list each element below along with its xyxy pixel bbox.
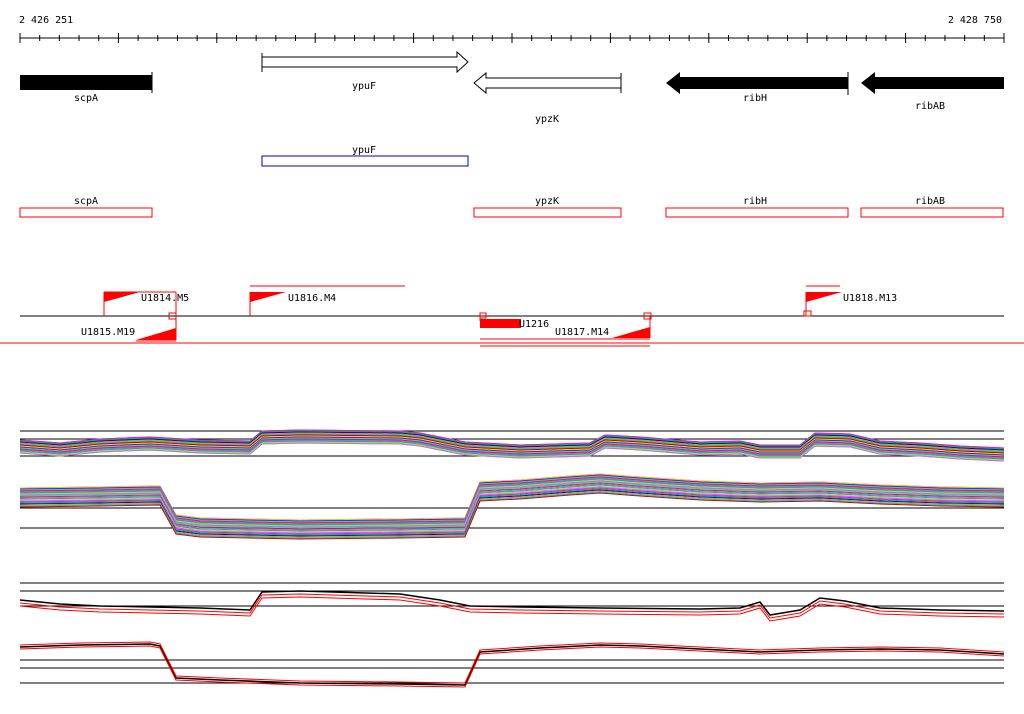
red-ribAB-box[interactable]: [860, 207, 1004, 218]
gene-track: scpA ypuF ypzK ribH ribAB: [20, 50, 1004, 125]
reverse-summary-signals: [19, 641, 1005, 688]
feature-u1818-label: U1818.M13: [843, 293, 897, 304]
expression-profile-line: [19, 596, 1005, 622]
feature-u1216-label: U1216: [519, 319, 549, 330]
feature-track: U1814.M5 U1816.M4 U1818.M13 U1815.M19: [0, 285, 1024, 347]
gene-ypzK-label: ypzK: [535, 114, 559, 125]
expression-profile-line: [19, 492, 1005, 540]
expression-profile-line: [19, 429, 1005, 449]
red-ribH-box[interactable]: [665, 207, 849, 218]
gene-ypuF[interactable]: [261, 50, 469, 74]
red-ypzK-box[interactable]: [473, 207, 622, 218]
expression-profile-line: [19, 434, 1005, 454]
expression-profile-line: [19, 432, 1005, 452]
ruler-start-label: 2 426 251: [19, 15, 73, 26]
reverse-strand-signals: [19, 473, 1005, 540]
red-gene-track: scpA ypzK ribH ribAB: [19, 196, 1004, 218]
expression-profile-line: [19, 436, 1005, 456]
expression-profile-line: [19, 480, 1005, 528]
gene-ypuF-label: ypuF: [352, 81, 376, 92]
gene-scpA[interactable]: [20, 72, 153, 93]
red-scpA-label: scpA: [74, 196, 98, 207]
forward-summary-signals: [19, 590, 1005, 622]
feature-u1816[interactable]: [249, 285, 405, 316]
expression-profile-line: [19, 430, 1005, 450]
expression-track-forward-multi: [19, 429, 1005, 462]
red-ribH-label: ribH: [743, 196, 767, 207]
blue-ypuF-label: ypuF: [352, 145, 376, 156]
expression-profile-line: [19, 442, 1005, 462]
red-ribAB-label: ribAB: [915, 196, 945, 207]
expression-profile-line: [19, 641, 1005, 684]
blue-gene-track: ypuF: [261, 145, 469, 167]
gene-ribAB-label: ribAB: [915, 101, 945, 112]
expression-profile-line: [19, 593, 1005, 619]
gene-scpA-label: scpA: [74, 93, 98, 104]
blue-ypuF-box[interactable]: [261, 155, 469, 167]
feature-u1816-label: U1816.M4: [288, 293, 336, 304]
gene-ribH-label: ribH: [743, 93, 767, 104]
expression-track-reverse-multi: [19, 473, 1005, 540]
expression-profile-line: [19, 441, 1005, 461]
gene-ribH[interactable]: [666, 72, 849, 95]
feature-u1216[interactable]: [479, 312, 521, 328]
expression-profile-line: [19, 438, 1005, 458]
expression-profile-line: [19, 437, 1005, 457]
expression-profile-line: [19, 433, 1005, 453]
forward-strand-signals: [19, 429, 1005, 462]
expression-profile-line: [19, 431, 1005, 451]
feature-u1814[interactable]: [103, 291, 177, 320]
gene-ypzK[interactable]: [473, 71, 622, 95]
expression-profile-line: [19, 439, 1005, 459]
coordinate-ruler: 2 426 251 2 428 750: [19, 15, 1005, 43]
feature-u1817-label: U1817.M14: [555, 327, 609, 338]
feature-u1815-label: U1815.M19: [81, 327, 135, 338]
ruler-end-label: 2 428 750: [948, 15, 1002, 26]
red-scpA-box[interactable]: [19, 207, 153, 218]
feature-u1818[interactable]: [803, 285, 842, 317]
expression-profile-line: [19, 643, 1005, 686]
expression-track-forward-summary: [19, 582, 1005, 622]
gene-ribAB[interactable]: [861, 72, 1004, 94]
feature-u1815[interactable]: [136, 316, 177, 342]
feature-u1817[interactable]: [480, 312, 652, 347]
expression-profile-line: [19, 645, 1005, 688]
ruler-ticks: [19, 33, 1005, 43]
expression-profile-line: [19, 590, 1005, 616]
red-ypzK-label: ypzK: [535, 196, 559, 207]
expression-track-reverse-summary: [19, 641, 1005, 688]
expression-profile-line: [19, 435, 1005, 455]
expression-profile-line: [19, 440, 1005, 460]
feature-u1814-label: U1814.M5: [141, 293, 189, 304]
